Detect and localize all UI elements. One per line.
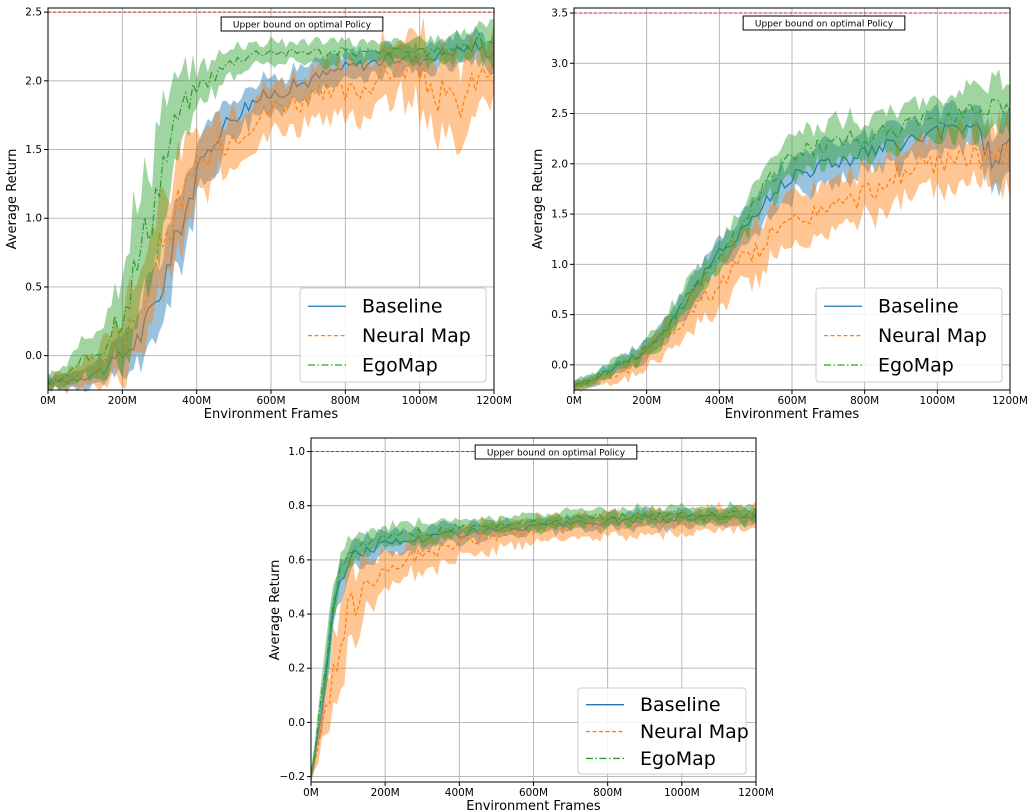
x-tick-label: 400M xyxy=(705,395,734,407)
x-tick-label: 600M xyxy=(256,395,285,407)
y-axis-label: Average Return xyxy=(5,149,20,250)
series-line-egomap xyxy=(573,98,1011,388)
y-tick-label: 0.5 xyxy=(551,309,568,321)
legend-label-baseline: Baseline xyxy=(640,694,721,716)
y-axis-label: Average Return xyxy=(268,560,283,661)
series-band-egomap xyxy=(48,18,494,391)
y-tick-label: 0.5 xyxy=(25,281,42,293)
legend-label-egomap: EgoMap xyxy=(362,354,438,376)
legend-label-baseline: Baseline xyxy=(878,296,959,318)
x-tick-label: 800M xyxy=(850,395,879,407)
y-tick-label: 2.5 xyxy=(551,108,568,120)
series-band-egomap xyxy=(574,69,1010,391)
annotation-box xyxy=(220,16,384,32)
legend-label-egomap: EgoMap xyxy=(878,354,954,376)
chart-panel-1: Upper bound on optimal Policy 0M 200M 400M 6… xyxy=(5,7,512,422)
x-tick-label: 1200M xyxy=(738,787,774,799)
series-line-egomap xyxy=(310,509,757,775)
series-line-neural-map xyxy=(310,513,757,778)
y-tick-label: 1.0 xyxy=(288,446,305,458)
series-band-neural-map xyxy=(311,501,756,783)
x-tick-label: 0M xyxy=(40,395,56,407)
y-tick-label: 1.0 xyxy=(551,259,568,271)
x-tick-label: 800M xyxy=(593,787,622,799)
y-axis-label: Average Return xyxy=(531,149,546,250)
y-tick-label: 0.0 xyxy=(551,359,568,371)
x-tick-label: 200M xyxy=(108,395,137,407)
x-tick-label: 800M xyxy=(331,395,360,407)
x-axis-label: Environment Frames xyxy=(725,407,860,422)
legend-box xyxy=(577,687,747,775)
y-tick-label: 2.0 xyxy=(551,158,568,170)
x-tick-label: 400M xyxy=(182,395,211,407)
series-line-neural-map xyxy=(47,56,495,386)
series-line-baseline xyxy=(573,123,1011,388)
series-band-baseline xyxy=(574,99,1010,393)
annotation-label: Upper bound on optimal Policy xyxy=(487,449,626,459)
annotation-label: Upper bound on optimal Policy xyxy=(233,21,372,31)
chart-panel-2: Upper bound on optimal Policy 0M 200M 400M 6… xyxy=(531,7,1028,422)
x-tick-label: 200M xyxy=(371,787,400,799)
y-tick-label: −0.2 xyxy=(280,771,306,783)
x-tick-label: 1200M xyxy=(476,395,512,407)
x-tick-label: 200M xyxy=(632,395,661,407)
y-tick-label: 0.0 xyxy=(25,350,42,362)
y-tick-label: 0.8 xyxy=(288,500,305,512)
chart-panel-3: Upper bound on optimal Policy 0M 200M 400M 6… xyxy=(268,437,774,812)
legend-label-egomap: EgoMap xyxy=(640,748,716,770)
x-tick-label: 1000M xyxy=(664,787,700,799)
legend-box xyxy=(815,287,1003,383)
x-tick-label: 1200M xyxy=(992,395,1028,407)
y-tick-label: 0.6 xyxy=(288,554,305,566)
y-tick-label: 3.0 xyxy=(551,58,568,70)
x-tick-label: 400M xyxy=(445,787,474,799)
series-line-baseline xyxy=(310,513,757,778)
series-line-egomap xyxy=(47,32,495,385)
legend-label-neural-map: Neural Map xyxy=(878,325,987,347)
annotation-box xyxy=(742,15,906,31)
y-tick-label: 0.4 xyxy=(288,609,305,621)
x-tick-label: 0M xyxy=(566,395,582,407)
x-tick-label: 1000M xyxy=(402,395,438,407)
x-tick-label: 600M xyxy=(519,787,548,799)
legend-label-neural-map: Neural Map xyxy=(640,721,749,743)
x-axis-label: Environment Frames xyxy=(466,799,601,812)
legend-box xyxy=(299,287,487,383)
x-tick-label: 0M xyxy=(303,787,319,799)
series-band-neural-map xyxy=(574,108,1010,393)
y-tick-label: 3.5 xyxy=(551,8,568,20)
x-tick-label: 1000M xyxy=(919,395,955,407)
y-tick-label: 0.0 xyxy=(288,717,305,729)
y-tick-label: 1.0 xyxy=(25,213,42,225)
series-band-baseline xyxy=(48,25,494,394)
series-band-neural-map xyxy=(48,17,494,392)
x-axis-label: Environment Frames xyxy=(204,407,339,422)
y-tick-label: 2.5 xyxy=(25,7,42,19)
y-tick-label: 2.0 xyxy=(25,75,42,87)
y-tick-label: 1.5 xyxy=(551,209,568,221)
y-tick-label: 1.5 xyxy=(25,144,42,156)
x-tick-label: 600M xyxy=(777,395,806,407)
annotation-box xyxy=(474,444,638,460)
annotation-label: Upper bound on optimal Policy xyxy=(755,20,894,30)
legend-label-baseline: Baseline xyxy=(362,296,443,318)
legend-label-neural-map: Neural Map xyxy=(362,325,471,347)
y-tick-label: 0.2 xyxy=(288,663,305,675)
